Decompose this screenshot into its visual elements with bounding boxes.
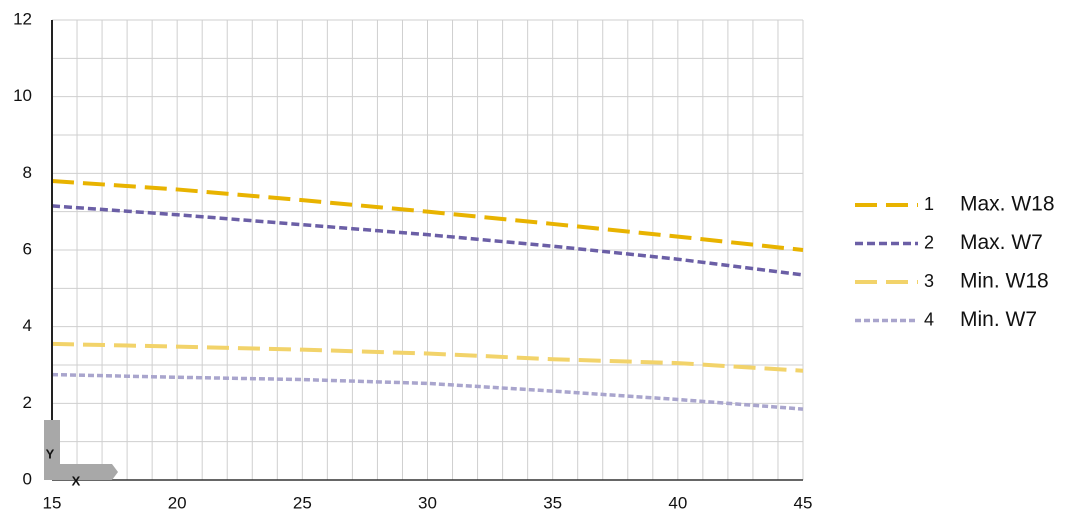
lines	[51, 179, 804, 411]
series-line	[51, 372, 804, 411]
series-line	[51, 204, 804, 277]
series-line	[51, 179, 804, 252]
x-tick-label: 20	[168, 493, 187, 512]
x-tick-label: 25	[293, 493, 312, 512]
y-tick-label: 4	[23, 316, 32, 335]
legend-number: 4	[924, 309, 934, 329]
y-tick-label: 6	[23, 239, 32, 258]
y-tick-label: 8	[23, 163, 32, 182]
legend-number: 2	[924, 232, 934, 252]
x-tick-label: 30	[418, 493, 437, 512]
y-tick-label: 10	[13, 86, 32, 105]
x-tick-label: 15	[43, 493, 62, 512]
legend-number: 1	[924, 194, 934, 214]
legend-label: Min. W7	[960, 308, 1037, 331]
x-tick-label: 40	[668, 493, 687, 512]
y-tick-label: 2	[23, 393, 32, 412]
axis-icon-x: X	[72, 473, 81, 488]
series-line	[51, 341, 804, 373]
axis-icon	[44, 420, 118, 480]
legend-label: Max. W7	[960, 231, 1043, 254]
legend-label: Max. W18	[960, 193, 1055, 216]
legend-number: 3	[924, 271, 934, 291]
grid	[51, 19, 804, 481]
x-tick-label: 45	[794, 493, 813, 512]
y-tick-label: 12	[13, 9, 32, 28]
y-tick-label: 0	[23, 469, 32, 488]
x-tick-label: 35	[543, 493, 562, 512]
legend-label: Min. W18	[960, 270, 1049, 293]
axis-icon-y: Y	[46, 446, 55, 461]
